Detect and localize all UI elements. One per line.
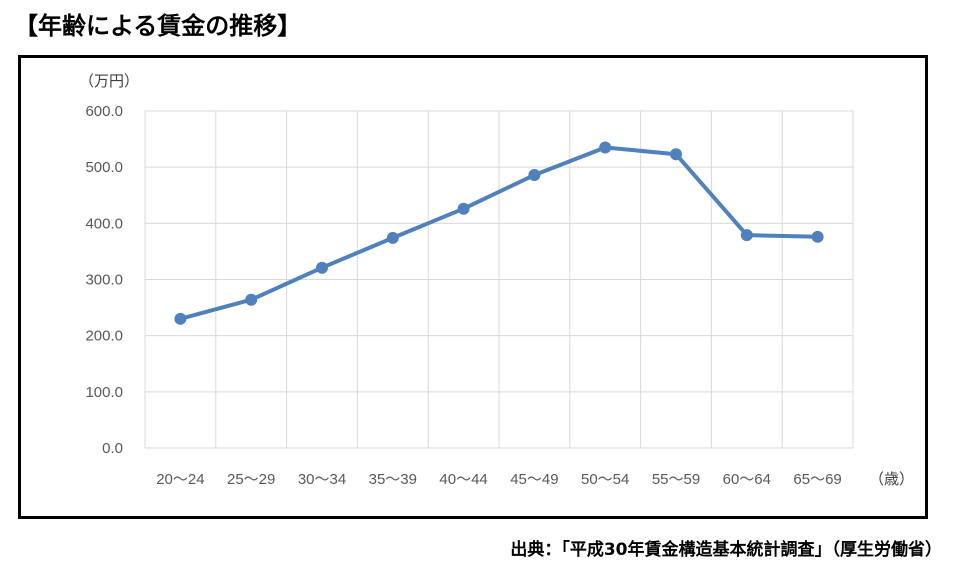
data-point	[174, 312, 187, 325]
series-line	[179, 145, 818, 321]
x-tick-label: 60～64	[723, 471, 771, 488]
x-tick-label: 35～39	[369, 471, 417, 488]
y-tick-label: 500.0	[85, 159, 123, 176]
x-tick-label: 45～49	[510, 471, 558, 488]
x-tick-label: 25～29	[227, 471, 275, 488]
data-point	[740, 229, 753, 242]
x-tick-label: 55～59	[652, 471, 700, 488]
page-title: 【年齢による賃金の推移】	[14, 12, 302, 40]
x-axis-unit-label: （歳）	[869, 470, 914, 488]
y-tick-label: 600.0	[85, 103, 123, 120]
y-axis-unit-label: （万円）	[79, 72, 139, 90]
data-point	[811, 230, 824, 243]
source-note: 出典：「平成30年賃金構造基本統計調査」（厚生労働省）	[510, 540, 942, 560]
y-tick-label: 0.0	[102, 440, 123, 457]
line-chart: 0.0 100.0 200.0 300.0 400.0 500.0 600.0 20～24 2…	[79, 72, 914, 488]
data-point	[528, 169, 541, 182]
data-point	[599, 141, 612, 154]
x-tick-label: 65～69	[793, 471, 841, 488]
y-tick-label: 200.0	[85, 328, 123, 345]
data-point	[457, 202, 470, 215]
x-tick-label: 20～24	[156, 471, 204, 488]
data-point	[245, 293, 258, 306]
x-tick-label: 30～34	[298, 471, 346, 488]
x-tick-label: 40～44	[439, 471, 487, 488]
y-tick-label: 300.0	[85, 272, 123, 289]
data-point	[670, 148, 682, 161]
y-tick-label: 100.0	[85, 384, 123, 401]
data-point	[386, 231, 399, 244]
x-tick-label: 50～54	[581, 471, 629, 488]
y-tick-label: 400.0	[85, 215, 123, 232]
chart-frame: 0.0 100.0 200.0 300.0 400.0 500.0 600.0 20～24 2…	[18, 55, 928, 519]
data-point	[316, 261, 328, 274]
